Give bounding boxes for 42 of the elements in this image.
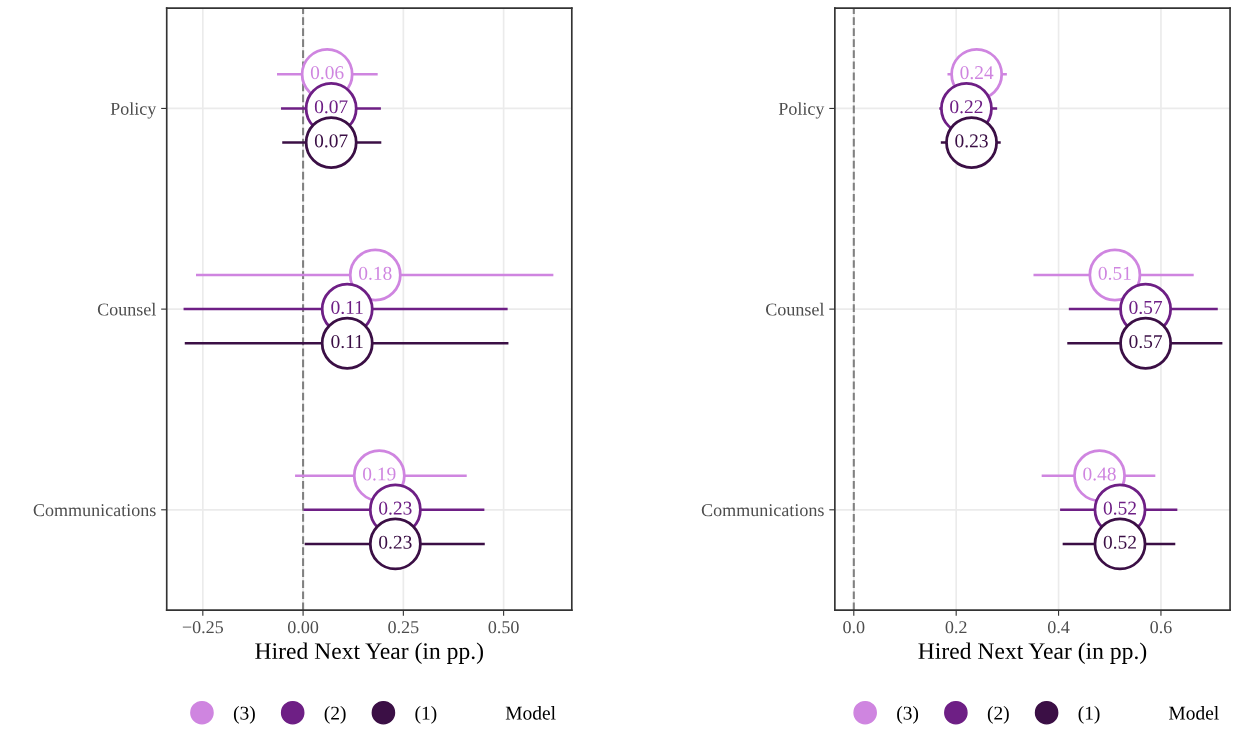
data-label: 0.23 bbox=[379, 501, 412, 515]
y-tick-label: Policy bbox=[110, 102, 157, 119]
data-label: 0.57 bbox=[1129, 300, 1163, 315]
legend-label: (2) bbox=[987, 706, 1009, 724]
x-tick-label: −0.25 bbox=[182, 621, 224, 634]
y-tick-label: Communications bbox=[33, 504, 156, 517]
x-tick-label: 0.0 bbox=[843, 621, 865, 634]
data-label: 0.11 bbox=[331, 334, 363, 349]
data-label: 0.23 bbox=[955, 134, 988, 148]
y-tick-label: Policy bbox=[778, 102, 825, 119]
data-label: 0.07 bbox=[314, 100, 348, 114]
x-axis-title: Hired Next Year (in pp.) bbox=[918, 642, 1147, 664]
data-label: 0.23 bbox=[379, 535, 412, 549]
x-tick-label: 0.6 bbox=[1150, 621, 1172, 634]
legend-title: Model bbox=[505, 706, 556, 720]
data-label: 0.07 bbox=[314, 134, 348, 148]
y-tick-label: Counsel bbox=[766, 302, 825, 316]
data-label: 0.11 bbox=[331, 300, 363, 315]
legend-title: Model bbox=[1169, 706, 1219, 720]
x-tick-label: 0.2 bbox=[945, 621, 967, 634]
data-label: 0.18 bbox=[359, 266, 392, 280]
data-label: 0.22 bbox=[950, 100, 983, 114]
data-label: 0.51 bbox=[1098, 266, 1131, 280]
x-axis-title: Hired Next Year (in pp.) bbox=[255, 642, 483, 664]
x-tick-label: 0.00 bbox=[287, 621, 319, 634]
data-label: 0.19 bbox=[363, 467, 396, 481]
legend-label: (1) bbox=[415, 706, 437, 724]
legend-label: (3) bbox=[233, 706, 255, 724]
y-tick-label: Communications bbox=[701, 504, 824, 517]
x-tick-label: 0.4 bbox=[1047, 621, 1070, 634]
data-label: 0.52 bbox=[1103, 501, 1136, 515]
data-label: 0.52 bbox=[1103, 535, 1136, 549]
legend-label: (2) bbox=[324, 706, 346, 724]
legend-label: (3) bbox=[897, 706, 919, 724]
data-label: 0.57 bbox=[1129, 334, 1163, 349]
x-tick-label: 0.25 bbox=[388, 621, 419, 634]
data-label: 0.06 bbox=[310, 66, 344, 80]
legend-label: (1) bbox=[1078, 706, 1100, 724]
data-label: 0.24 bbox=[960, 66, 994, 80]
data-label: 0.48 bbox=[1083, 467, 1116, 481]
x-tick-label: 0.50 bbox=[488, 621, 519, 634]
y-tick-label: Counsel bbox=[97, 302, 156, 316]
